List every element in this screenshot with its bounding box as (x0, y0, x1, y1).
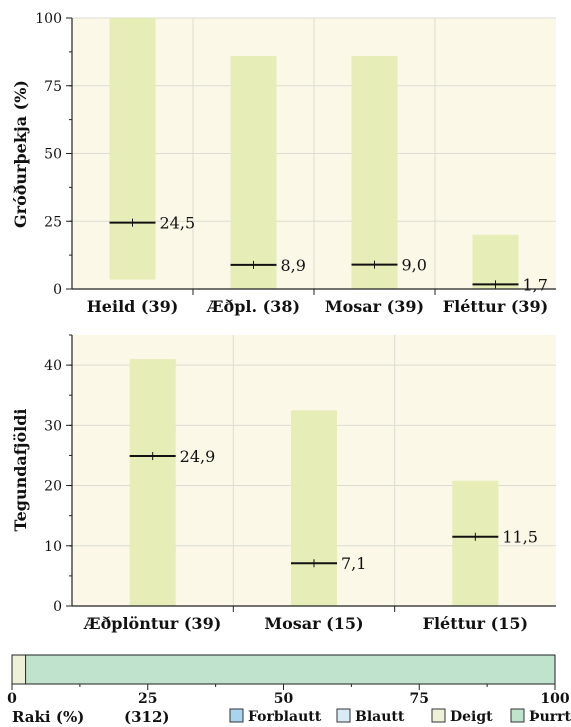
y-tick-label: 0 (53, 599, 62, 615)
y-tick-label: 75 (44, 79, 62, 95)
legend-swatch (229, 708, 244, 723)
median-label: 1,7 (523, 275, 548, 294)
legend-label: Forblautt (248, 709, 322, 725)
y-tick-label: 25 (44, 214, 62, 230)
x-tick-label: 0 (7, 691, 17, 707)
median-label: 7,1 (341, 554, 366, 573)
legend-label: Deigt (450, 709, 493, 725)
y-axis-label: Tegundafjöldi (11, 409, 30, 532)
y-axis-label: Gróðurþekja (%) (11, 80, 30, 228)
range-bar (109, 18, 156, 280)
range-bar (452, 480, 499, 606)
x-tick-label: 75 (410, 691, 429, 707)
x-category-label: Fléttur (15) (423, 614, 528, 633)
legend-swatch (510, 708, 525, 723)
median-label: 24,5 (160, 214, 196, 233)
moisture-segment (11, 654, 27, 685)
x-category-label: Mosar (39) (325, 297, 424, 316)
median-label: 9,0 (402, 256, 427, 275)
y-tick-label: 30 (44, 418, 62, 434)
y-tick-label: 0 (53, 282, 62, 298)
y-tick-label: 10 (44, 539, 62, 555)
median-label: 11,5 (502, 528, 538, 547)
x-axis-label: Raki (%) (12, 708, 84, 726)
chart-moisture: 0 25 50 75 100 Raki (%) (312) (7, 654, 570, 726)
x-tick-label: 25 (138, 691, 157, 707)
x-category-label: Heild (39) (87, 297, 179, 316)
legend-swatch (431, 708, 446, 723)
x-category-label: Mosar (15) (264, 614, 363, 633)
x-category-label: Æðplöntur (39) (83, 614, 221, 633)
range-bar (129, 359, 176, 606)
count-label: (312) (124, 708, 170, 726)
x-tick-label: 50 (274, 691, 294, 707)
median-label: 24,9 (180, 447, 216, 466)
range-bar (291, 410, 337, 606)
chart-species: 0 10 20 30 40 24,9 Æðplöntur (39) 7,1 Mosar (15)… (11, 334, 556, 633)
x-category-label: Fléttur (39) (443, 297, 548, 316)
y-tick-label: 20 (44, 479, 62, 495)
range-bar (472, 234, 519, 289)
y-tick-label: 50 (44, 147, 62, 163)
range-bar (351, 55, 398, 289)
y-tick-label: 100 (35, 11, 62, 27)
range-bar (230, 55, 277, 289)
legend: Forblautt Blautt Deigt Þurrt (229, 708, 571, 725)
y-tick-label: 40 (44, 358, 62, 374)
legend-label: Blautt (355, 709, 405, 725)
median-label: 8,9 (281, 256, 306, 275)
legend-label: Þurrt (529, 709, 571, 725)
x-tick-label: 100 (540, 691, 569, 707)
x-category-label: Æðpl. (38) (206, 297, 300, 316)
chart-cover: 0 25 50 75 100 24,5 Heild (39) 8,9 Æðpl. (38) 9,0… (11, 11, 556, 316)
legend-swatch (336, 708, 351, 723)
moisture-segment (25, 654, 556, 685)
